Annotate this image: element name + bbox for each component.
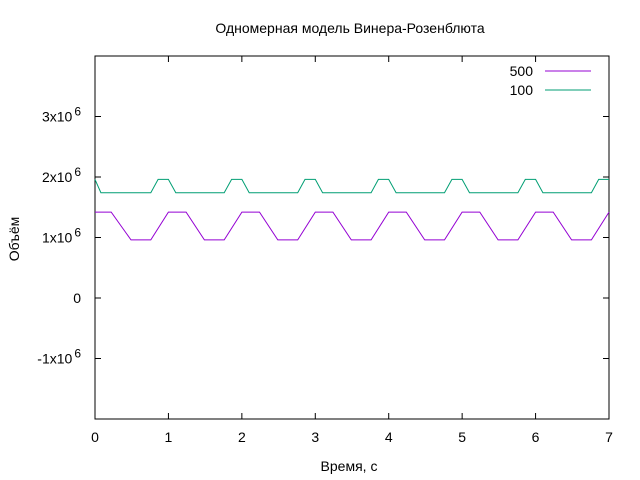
- x-tick-label: 7: [605, 429, 613, 445]
- series-line-500: [95, 211, 610, 241]
- series-layer: [94, 178, 610, 241]
- axes-ticks: 0 1 2 3 4 5 6 7 -1x10 6 0 1x10 6 2x10 6 3x10 6: [37, 56, 613, 445]
- x-axis-label: Время, с: [321, 458, 378, 474]
- y-tick-label: -1x10 6: [37, 347, 81, 367]
- y-tick-label: 1x10 6: [42, 226, 81, 246]
- x-tick-label: 3: [311, 429, 319, 445]
- y-tick-label: 0: [73, 290, 81, 306]
- legend-label-500: 500: [510, 63, 534, 79]
- legend-label-100: 100: [510, 82, 534, 98]
- x-tick-label: 1: [165, 429, 173, 445]
- y-tick-label: 3x10 6: [42, 105, 81, 125]
- x-tick-label: 6: [532, 429, 540, 445]
- x-tick-label: 0: [91, 429, 99, 445]
- x-tick-label: 5: [458, 429, 466, 445]
- x-tick-label: 2: [238, 429, 246, 445]
- y-tick-label: 2x10 6: [42, 165, 81, 185]
- y-axis-label: Объём: [6, 217, 22, 262]
- chart-title: Одномерная модель Винера-Розенблюта: [215, 20, 484, 36]
- x-tick-label: 4: [385, 429, 393, 445]
- series-line-100: [94, 178, 609, 194]
- plot-area-frame: [94, 55, 610, 420]
